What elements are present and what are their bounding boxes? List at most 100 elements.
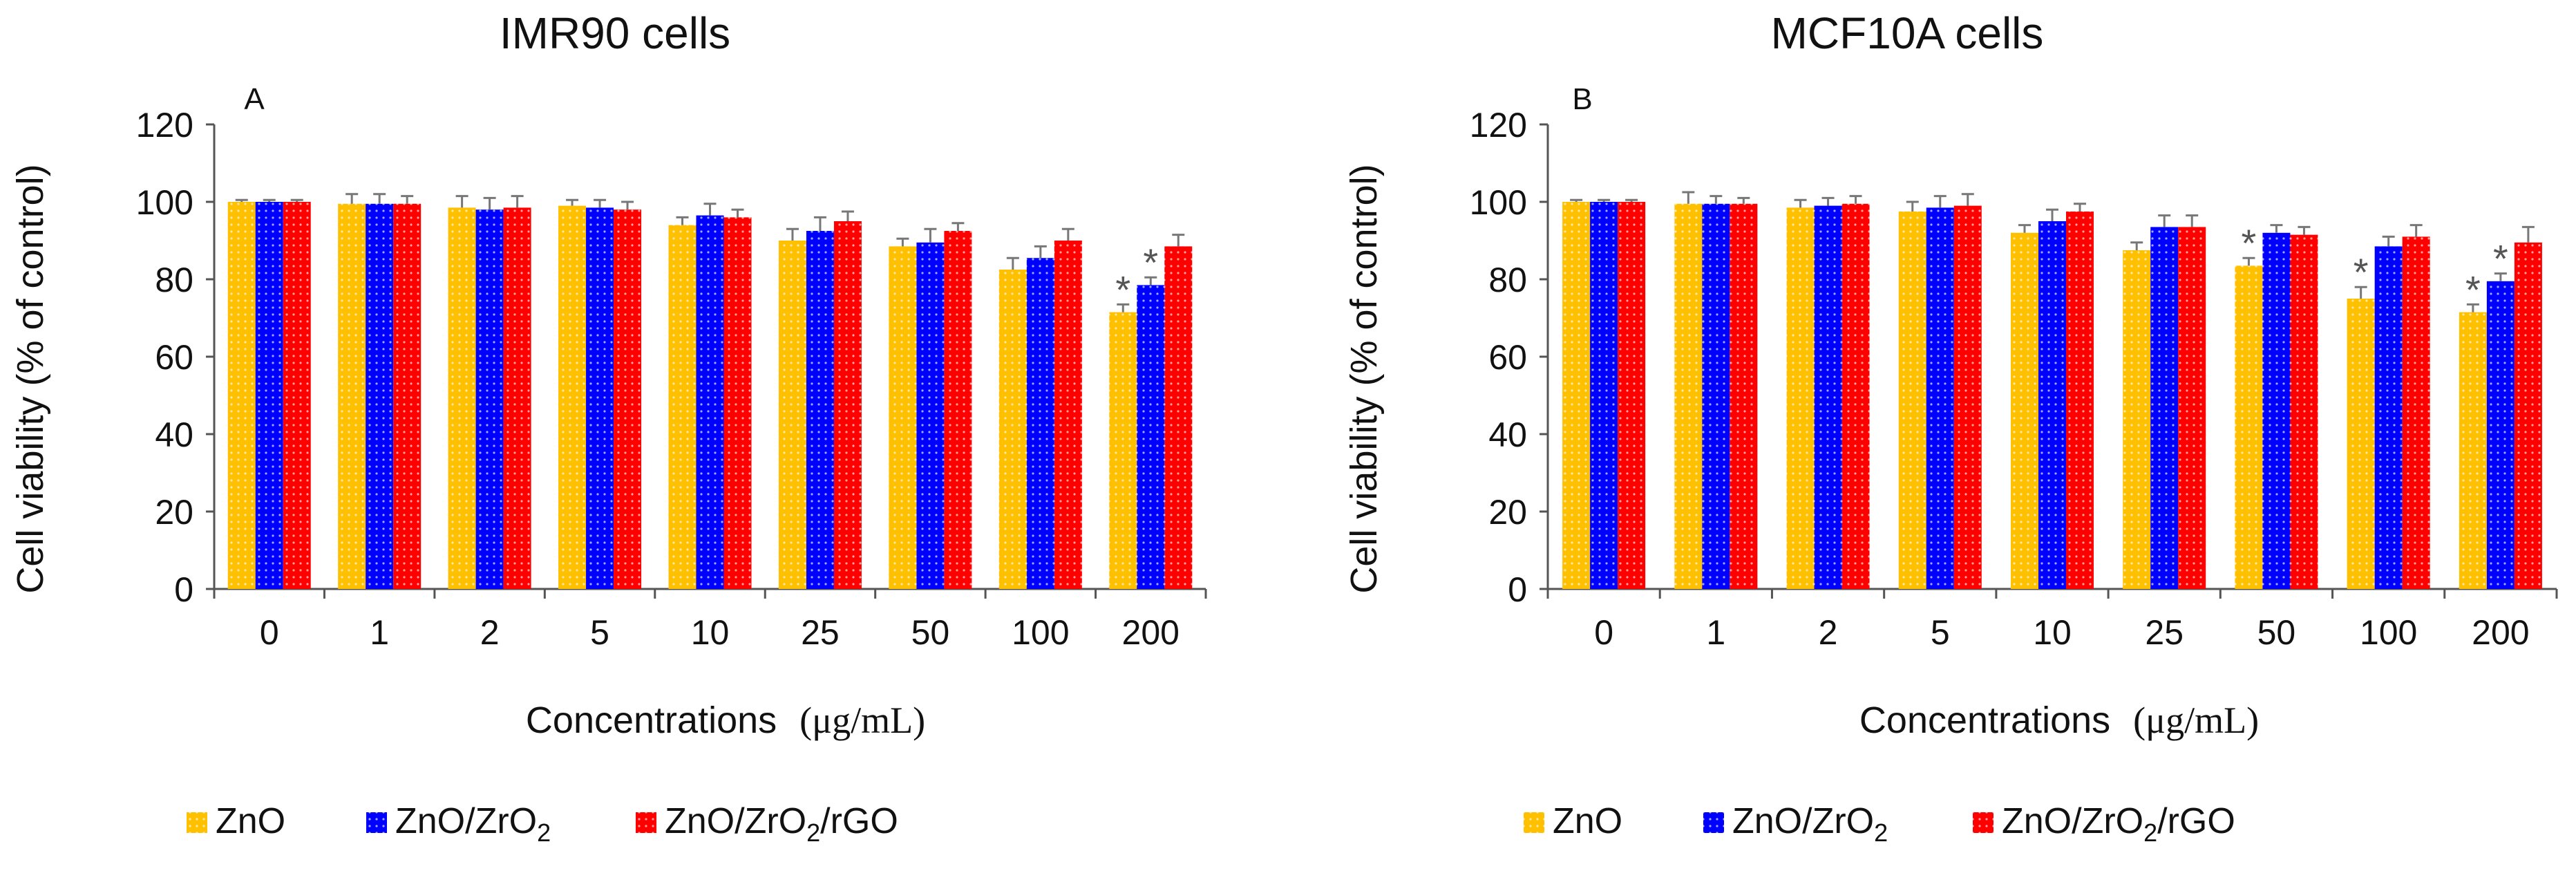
panel-b-significance-star: * (2493, 237, 2508, 281)
panel-b-y-tick-label: 60 (1488, 338, 1527, 377)
panel-b-x-tick-label: 2 (1819, 613, 1838, 652)
panel-a-x-axis-unit: (μg/mL) (799, 700, 925, 741)
panel-a-bar-zno_zro2_rgo (833, 221, 862, 589)
panel-b-y-tick-label: 0 (1508, 570, 1527, 609)
panel-a-bar-zno_zro2_rgo (944, 231, 972, 589)
panel-b-bar-zno (1562, 202, 1591, 589)
panel-b-legend: ZnO ZnO/ZrO2 ZnO/ZrO2/rGO (1524, 801, 2235, 847)
panel-a-bar-zno_zro2_rgo (503, 207, 531, 589)
panel-b-bar-zno_zro2 (2150, 227, 2179, 589)
panel-b-bar-zno_zro2_rgo (2290, 234, 2318, 590)
panel-a-bar-zno_zro2 (916, 242, 945, 589)
panel-a-bar-zno_zro2 (1137, 285, 1165, 589)
panel-a-bar-zno_zro2 (1026, 258, 1054, 589)
panel-a-bar-zno_zro2_rgo (1054, 241, 1082, 589)
panel-b-legend-label-zno_zro2_rgo: ZnO/ZrO2/rGO (2002, 801, 2235, 847)
panel-b-bar-zno_zro2_rgo (2402, 236, 2430, 589)
panel-a-bar-zno_zro2_rgo (393, 203, 422, 589)
panel-b-y-tick-label: 20 (1488, 493, 1527, 532)
panel-a-y-axis-label: Cell viability (% of control) (10, 164, 51, 593)
panel-a-bar-zno (227, 202, 256, 589)
panel-b-x-tick-label: 50 (2257, 613, 2296, 652)
panel-a-x-tick-label: 50 (911, 613, 950, 652)
panel-a-y-tick-label: 120 (136, 106, 193, 144)
panel-a-legend-swatch-zno_zro2_rgo (636, 812, 656, 833)
panel-a-x-tick-label: 5 (590, 613, 609, 652)
panel-a-bar-zno (558, 205, 587, 590)
panel-a-x-tick-label: 2 (480, 613, 500, 652)
panel-b-bar-zno_zro2 (1590, 202, 1618, 589)
panel-a-bar-zno_zro2_rgo (283, 202, 311, 589)
panel-a-y-tick-label: 60 (155, 338, 193, 377)
panel-a-legend-label-zno_zro2_rgo: ZnO/ZrO2/rGO (665, 801, 898, 847)
panel-b-bar-zno_zro2_rgo (1730, 203, 1758, 589)
panel-a-bar-zno_zro2 (366, 203, 394, 589)
panel-b-bar-zno (2235, 265, 2263, 589)
panel-a-bar-zno (338, 203, 366, 589)
panel-a-legend-swatch-zno_zro2 (366, 812, 387, 833)
panel-a-x-tick-label: 0 (260, 613, 279, 652)
panel-b-bar-zno_zro2 (2262, 232, 2291, 589)
panel-a-bar-zno (778, 241, 806, 589)
panel-b-bar-zno_zro2_rgo (1841, 203, 1870, 589)
panel-a-bar-zno_zro2_rgo (614, 209, 642, 589)
panel-b-y-axis-label: Cell viability (% of control) (1343, 164, 1385, 593)
panel-a-y-tick-label: 20 (155, 493, 193, 532)
panel-b-bar-zno_zro2 (2486, 281, 2515, 589)
panel-a-bar-zno (448, 207, 476, 589)
panel-a-x-tick-label: 1 (370, 613, 389, 652)
panel-b-bar-zno (1674, 203, 1703, 589)
panel-a-x-axis-label: Concentrations (μg/mL) (526, 700, 925, 741)
panel-b-bar-zno_zro2 (1702, 203, 1730, 589)
panel-b-x-tick-label: 1 (1706, 613, 1725, 652)
panel-a-x-tick-label: 100 (1012, 613, 1069, 652)
panel-b-y-tick-label: 40 (1488, 415, 1527, 454)
panel-b-bar-zno_zro2 (2374, 246, 2403, 589)
panel-b-bar-zno (2347, 299, 2375, 589)
panel-b-legend-label-zno: ZnO (1553, 801, 1622, 841)
panel-a-bar-zno_zro2 (586, 207, 614, 589)
panel-b-bar-zno_zro2 (1814, 205, 1842, 590)
panel-b-bar-zno (1898, 212, 1926, 589)
panel-a-y-tick-label: 100 (136, 183, 193, 222)
panel-b-y-tick-label: 80 (1488, 261, 1527, 299)
panel-b-x-tick-label: 200 (2472, 613, 2529, 652)
panel-b-legend-swatch-zno (1524, 812, 1544, 833)
panel-a-title: IMR90 cells (500, 8, 730, 58)
panel-a-legend-swatch-zno (187, 812, 207, 833)
panel-b-bar-zno (1786, 207, 1815, 589)
panel-a-significance-star: * (1115, 268, 1130, 311)
panel-a-letter: A (244, 82, 265, 116)
panel-b-x-axis-label-text: Concentrations (1859, 700, 2110, 741)
panel-b-bar-zno_zro2_rgo (2178, 227, 2206, 589)
panel-a-bar-zno_zro2_rgo (1164, 246, 1193, 589)
panel-b-y-tick-label: 100 (1470, 183, 1527, 222)
panel-a-bar-zno_zro2 (806, 231, 834, 589)
panel-a-bar-zno_zro2 (696, 215, 724, 590)
panel-a-y-tick-label: 80 (155, 261, 193, 299)
panel-b-x-axis-unit: (μg/mL) (2133, 700, 2259, 741)
panel-a-bar-zno (889, 246, 917, 589)
panel-a-bar-zno_zro2 (475, 209, 504, 589)
panel-b-legend-swatch-zno_zro2 (1703, 812, 1724, 833)
panel-b-bar-zno_zro2_rgo (1953, 205, 1982, 590)
panel-a-bar-zno (1109, 312, 1137, 589)
panel-a-bar-zno_zro2_rgo (723, 217, 752, 589)
panel-a-bar-zno_zro2 (255, 202, 283, 589)
panel-b-y-tick-label: 120 (1470, 106, 1527, 144)
panel-b-bar-zno_zro2_rgo (2514, 242, 2542, 589)
panel-b-significance-star: * (2354, 250, 2369, 294)
panel-b-significance-star: * (2242, 221, 2257, 265)
panel-a-legend-label-zno_zro2: ZnO/ZrO2 (395, 801, 551, 847)
panel-a-bar-zno (668, 225, 697, 590)
panel-a-x-axis-label-text: Concentrations (526, 700, 777, 741)
panel-a-x-tick-label: 25 (801, 613, 840, 652)
panel-b-bar-zno_zro2 (2038, 221, 2066, 589)
panel-b-x-axis-label: Concentrations (μg/mL) (1859, 700, 2259, 741)
panel-a-bar-zno (998, 270, 1027, 589)
panel-a-x-tick-label: 200 (1122, 613, 1180, 652)
panel-b-bar-zno (2123, 250, 2151, 589)
panel-b-title: MCF10A cells (1771, 8, 2044, 58)
panel-b-chart: MCF10A cells B Cell viability (% of cont… (1343, 8, 2558, 741)
